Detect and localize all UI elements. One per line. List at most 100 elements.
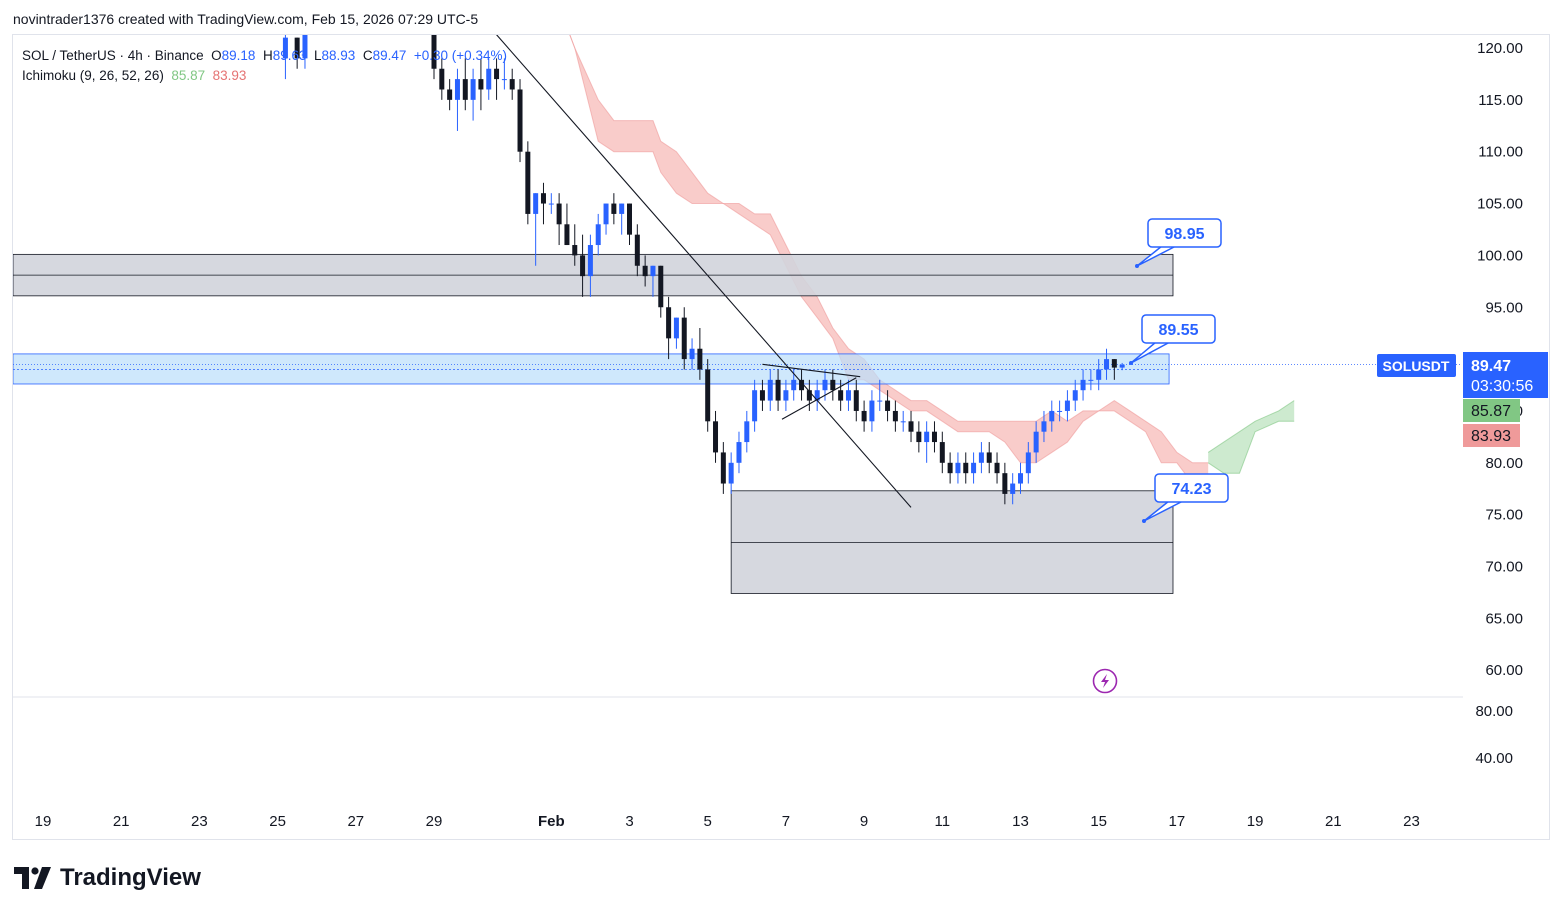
countdown-text: 03:30:56 bbox=[1471, 378, 1533, 395]
lightning-icon[interactable] bbox=[1094, 670, 1117, 693]
candle-body[interactable] bbox=[604, 204, 609, 225]
candle-body[interactable] bbox=[1073, 390, 1078, 400]
candle-body[interactable] bbox=[901, 421, 906, 422]
candle-body[interactable] bbox=[564, 224, 569, 245]
candle-body[interactable] bbox=[1112, 359, 1117, 368]
candle-body[interactable] bbox=[791, 380, 796, 390]
candle-body[interactable] bbox=[1120, 365, 1125, 368]
candle-body[interactable] bbox=[643, 266, 648, 276]
candle-body[interactable] bbox=[932, 432, 937, 442]
candle-body[interactable] bbox=[869, 401, 874, 422]
candle-body[interactable] bbox=[611, 204, 616, 214]
candle-body[interactable] bbox=[736, 442, 741, 463]
high-label: H bbox=[263, 48, 273, 63]
x-axis-tick-label: 19 bbox=[1247, 813, 1264, 830]
candle-body[interactable] bbox=[533, 193, 538, 214]
candle-body[interactable] bbox=[885, 401, 890, 411]
candle-body[interactable] bbox=[948, 463, 953, 473]
candle-body[interactable] bbox=[627, 204, 632, 235]
candle-body[interactable] bbox=[862, 411, 867, 421]
candle-body[interactable] bbox=[916, 432, 921, 442]
candle-body[interactable] bbox=[924, 432, 929, 442]
x-axis-tick-label: 3 bbox=[625, 813, 633, 830]
candle-body[interactable] bbox=[768, 380, 773, 401]
candle-body[interactable] bbox=[979, 452, 984, 462]
candle-body[interactable] bbox=[729, 463, 734, 484]
indicator-name[interactable]: Ichimoku (9, 26, 52, 26) bbox=[22, 68, 164, 83]
candle-body[interactable] bbox=[1088, 380, 1093, 381]
candle-body[interactable] bbox=[721, 452, 726, 483]
candle-body[interactable] bbox=[1034, 432, 1039, 453]
candle-body[interactable] bbox=[690, 349, 695, 359]
candle-body[interactable] bbox=[1018, 473, 1023, 483]
last-price-text: 89.47 bbox=[1471, 358, 1511, 375]
brand-name: TradingView bbox=[60, 864, 201, 892]
close-value: 89.47 bbox=[373, 48, 407, 63]
candle-body[interactable] bbox=[596, 224, 601, 245]
candle-body[interactable] bbox=[877, 401, 882, 402]
candle-body[interactable] bbox=[760, 390, 765, 400]
candle-body[interactable] bbox=[1002, 473, 1007, 494]
candle-body[interactable] bbox=[705, 369, 710, 421]
x-axis-tick-label: 29 bbox=[426, 813, 443, 830]
candle-body[interactable] bbox=[635, 235, 640, 266]
candle-body[interactable] bbox=[1104, 359, 1109, 369]
candle-body[interactable] bbox=[752, 390, 757, 421]
candle-body[interactable] bbox=[619, 204, 624, 214]
candle-body[interactable] bbox=[846, 390, 851, 400]
candle-body[interactable] bbox=[713, 421, 718, 452]
current-zone[interactable] bbox=[13, 354, 1169, 384]
candle-body[interactable] bbox=[682, 318, 687, 359]
candle-body[interactable] bbox=[650, 266, 655, 276]
candle-body[interactable] bbox=[783, 390, 788, 400]
candle-body[interactable] bbox=[572, 245, 577, 255]
candle-body[interactable] bbox=[838, 390, 843, 400]
candle-body[interactable] bbox=[940, 442, 945, 463]
candle-body[interactable] bbox=[1049, 411, 1054, 421]
indicator-value-2: 83.93 bbox=[213, 68, 247, 83]
candle-body[interactable] bbox=[830, 380, 835, 390]
candle-body[interactable] bbox=[1041, 421, 1046, 431]
candle-body[interactable] bbox=[447, 89, 452, 99]
candle-body[interactable] bbox=[1010, 484, 1015, 494]
y-axis-tick-label: 65.00 bbox=[1485, 610, 1523, 627]
candle-body[interactable] bbox=[541, 193, 546, 203]
candle-body[interactable] bbox=[525, 152, 530, 214]
candle-body[interactable] bbox=[854, 390, 859, 411]
candle-body[interactable] bbox=[963, 463, 968, 473]
candle-body[interactable] bbox=[744, 421, 749, 442]
price-callout-text: 74.23 bbox=[1171, 481, 1211, 498]
support-zone[interactable] bbox=[731, 491, 1173, 594]
candle-body[interactable] bbox=[658, 266, 663, 307]
candle-body[interactable] bbox=[549, 204, 554, 205]
chart-canvas[interactable]: 120.00115.00110.00105.00100.0095.0090.00… bbox=[0, 0, 1563, 916]
candle-body[interactable] bbox=[1026, 452, 1031, 473]
symbol-line[interactable]: SOL / TetherUS · 4h · Binance bbox=[22, 48, 204, 63]
candle-body[interactable] bbox=[995, 463, 1000, 473]
candle-body[interactable] bbox=[557, 204, 562, 225]
x-axis-tick-label: 21 bbox=[113, 813, 130, 830]
candle-body[interactable] bbox=[823, 380, 828, 390]
candle-body[interactable] bbox=[1057, 411, 1062, 412]
candle-body[interactable] bbox=[588, 245, 593, 276]
candle-body[interactable] bbox=[971, 463, 976, 473]
candle-body[interactable] bbox=[510, 79, 515, 89]
candle-body[interactable] bbox=[1065, 401, 1070, 411]
candle-body[interactable] bbox=[1081, 380, 1086, 390]
candle-body[interactable] bbox=[893, 411, 898, 421]
indicator-row: Ichimoku (9, 26, 52, 26) 85.87 83.93 bbox=[22, 66, 507, 86]
candle-body[interactable] bbox=[518, 89, 523, 151]
candle-body[interactable] bbox=[955, 463, 960, 473]
candle-body[interactable] bbox=[580, 255, 585, 276]
candle-body[interactable] bbox=[697, 349, 702, 370]
candle-body[interactable] bbox=[987, 452, 992, 462]
candle-body[interactable] bbox=[666, 307, 671, 338]
tradingview-logo-icon bbox=[14, 867, 52, 889]
candle-body[interactable] bbox=[909, 421, 914, 431]
tradingview-logo[interactable]: TradingView bbox=[14, 864, 201, 892]
candle-body[interactable] bbox=[1096, 369, 1101, 379]
ichimoku-cloud-bearish-edge-b bbox=[551, 0, 1208, 484]
candle-body[interactable] bbox=[776, 380, 781, 401]
price-callout-text: 98.95 bbox=[1164, 226, 1204, 243]
candle-body[interactable] bbox=[674, 318, 679, 339]
